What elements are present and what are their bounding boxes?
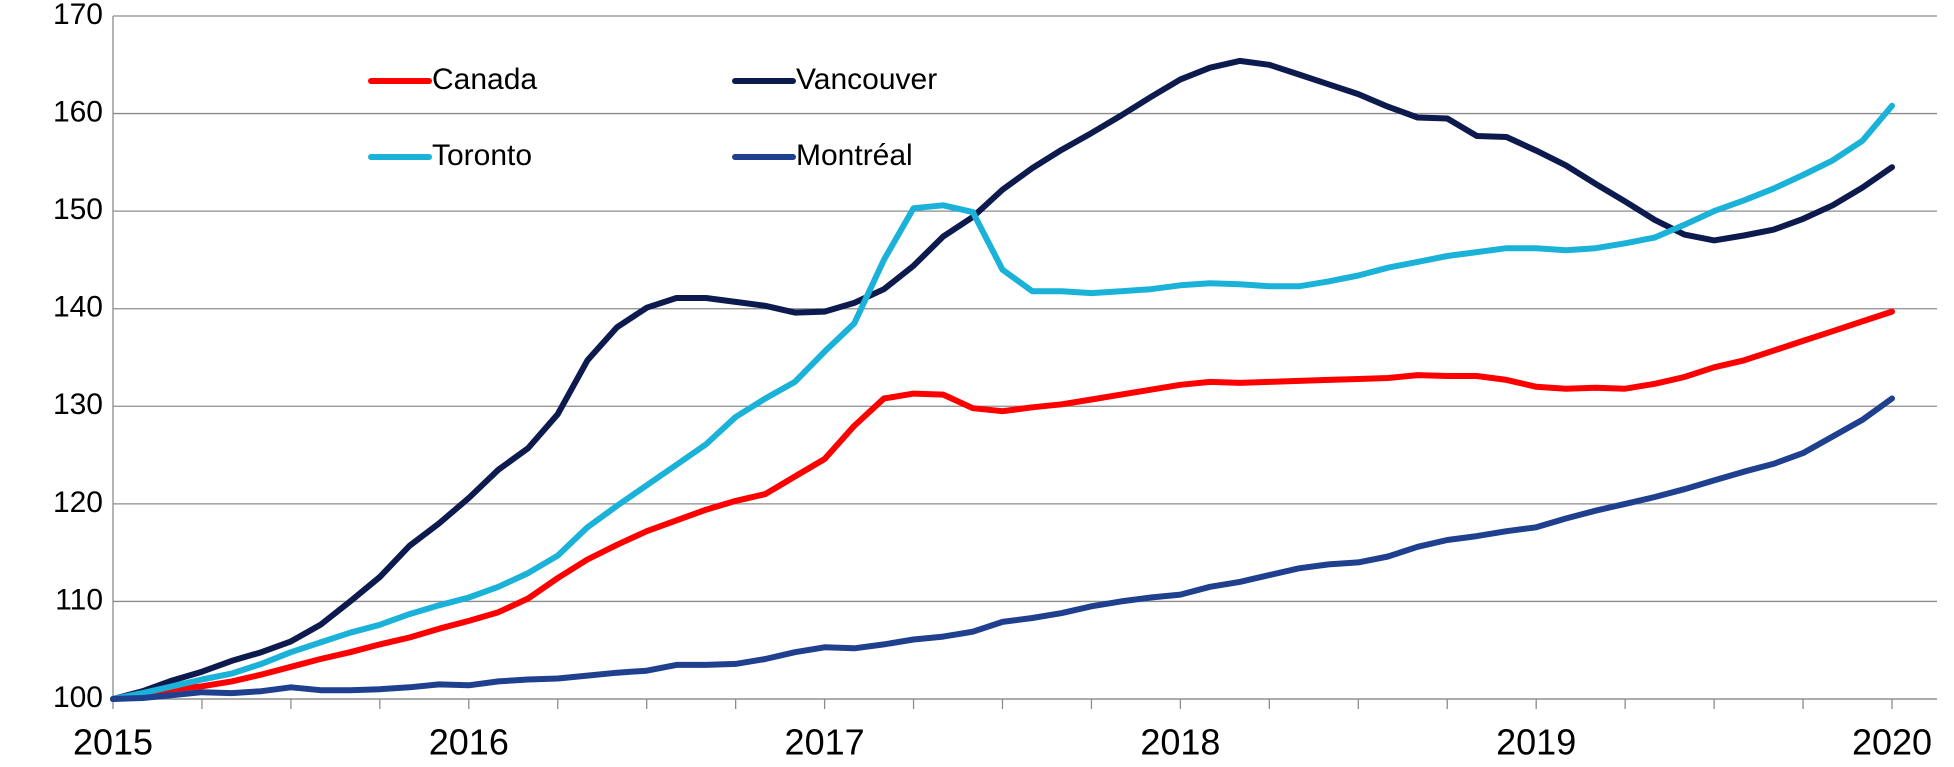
x-tick-label: 2018 [1140,722,1220,763]
y-tick-label: 160 [53,95,103,128]
x-tick-label: 2015 [73,722,153,763]
y-tick-label: 130 [53,388,103,421]
y-tick-label: 120 [53,486,103,519]
line-series [110,395,1895,702]
line-series [110,102,1895,702]
x-tick-label: 2017 [785,722,865,763]
x-tick-label: 2019 [1496,722,1576,763]
y-tick-label: 100 [53,681,103,714]
line-series [110,57,1895,702]
legend-label: Vancouver [796,63,937,96]
y-tick-label: 110 [55,583,103,616]
y-tick-label: 140 [53,291,103,324]
legend-label: Toronto [432,139,532,172]
x-tick-label: 2016 [429,722,509,763]
legend-label: Montréal [796,139,913,172]
y-tick-label: 170 [53,0,103,31]
legend-label: Canada [432,63,537,96]
line-series [110,308,1895,702]
x-tick-label: 2020 [1852,722,1932,763]
y-tick-label: 150 [53,193,103,226]
